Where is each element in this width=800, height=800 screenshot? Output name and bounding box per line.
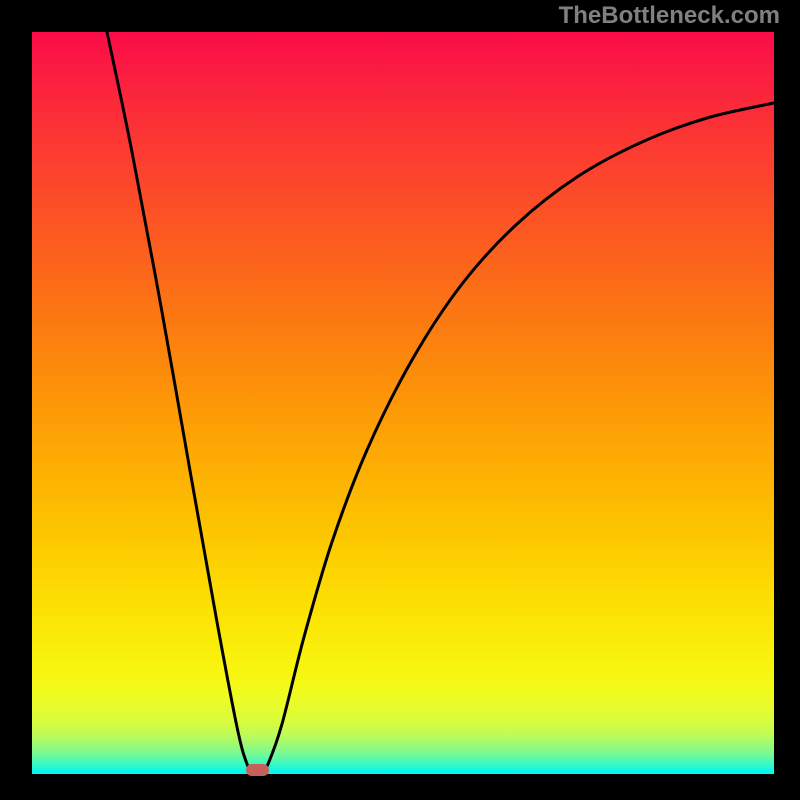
watermark-text: TheBottleneck.com (559, 2, 780, 30)
chart-frame: TheBottleneck.com (0, 0, 800, 800)
minimum-marker (246, 764, 269, 776)
bottleneck-curve (32, 32, 774, 774)
plot-area (32, 32, 774, 774)
